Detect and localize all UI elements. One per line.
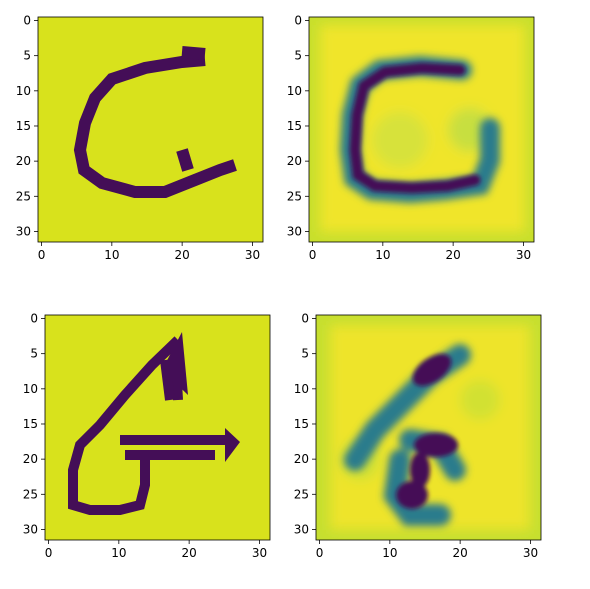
x-tick-label: 30 (523, 546, 538, 560)
y-tick-label: 0 (30, 312, 38, 326)
x-tick-label: 10 (104, 248, 119, 262)
y-tick-label: 15 (16, 119, 31, 133)
panel-bottom-right: 0 10 20 30 0 5 10 15 20 25 30 (294, 312, 542, 560)
x-tick-label: 10 (111, 546, 126, 560)
y-tick-label: 5 (301, 347, 309, 361)
y-tick-label: 30 (23, 522, 38, 536)
panel-bottom-left: 0 10 20 30 0 5 10 15 20 25 30 (23, 312, 271, 560)
y-tick-label: 30 (287, 224, 302, 238)
heatmap-image (45, 315, 270, 540)
x-tick-label: 20 (453, 546, 468, 560)
y-tick-label: 0 (301, 312, 309, 326)
x-tick-label: 30 (516, 248, 531, 262)
y-tick-label: 30 (294, 522, 309, 536)
y-tick-label: 25 (23, 487, 38, 501)
x-tick-label: 20 (182, 546, 197, 560)
y-tick-label: 15 (287, 119, 302, 133)
x-tick-label: 10 (375, 248, 390, 262)
x-tick-label: 20 (446, 248, 461, 262)
panel-top-left: 0 10 20 30 0 5 10 15 20 25 30 (16, 14, 264, 262)
y-tick-label: 10 (23, 382, 38, 396)
y-tick-label: 15 (23, 417, 38, 431)
y-tick-label: 20 (294, 452, 309, 466)
y-tick-label: 30 (16, 224, 31, 238)
x-tick-label: 0 (38, 248, 46, 262)
x-tick-label: 0 (45, 546, 53, 560)
heatmap-image (38, 17, 263, 242)
x-tick-label: 0 (316, 546, 324, 560)
x-tick-label: 0 (309, 248, 317, 262)
y-tick-label: 25 (294, 487, 309, 501)
x-tick-label: 20 (175, 248, 190, 262)
y-tick-label: 20 (287, 154, 302, 168)
y-tick-label: 10 (16, 84, 31, 98)
y-tick-label: 10 (294, 382, 309, 396)
y-tick-label: 20 (23, 452, 38, 466)
heatmap-image (316, 315, 541, 540)
x-tick-label: 30 (245, 248, 260, 262)
y-tick-label: 15 (294, 417, 309, 431)
y-tick-label: 25 (16, 189, 31, 203)
y-tick-label: 0 (23, 14, 31, 28)
y-tick-label: 5 (23, 49, 31, 63)
panel-top-right: 0 10 20 30 0 5 10 15 20 25 30 (287, 14, 535, 262)
y-tick-label: 5 (294, 49, 302, 63)
y-tick-label: 10 (287, 84, 302, 98)
y-tick-label: 0 (294, 14, 302, 28)
y-tick-label: 25 (287, 189, 302, 203)
x-tick-label: 10 (382, 546, 397, 560)
heatmap-image (309, 17, 534, 242)
y-tick-label: 5 (30, 347, 38, 361)
y-tick-label: 20 (16, 154, 31, 168)
x-tick-label: 30 (252, 546, 267, 560)
